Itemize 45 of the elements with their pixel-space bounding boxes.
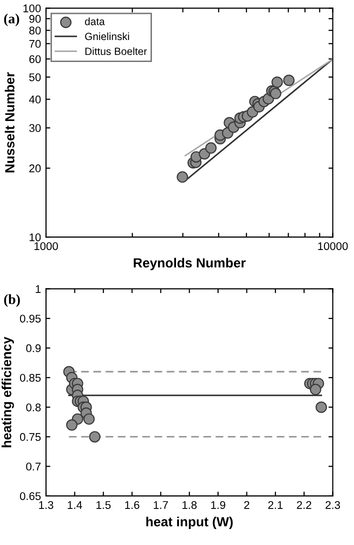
x-tick-label: 2.2 xyxy=(296,501,312,509)
point xyxy=(89,431,100,442)
x-tick-label: 1000 xyxy=(34,242,58,250)
x-tick-label: 2 xyxy=(244,501,250,509)
y-tick-label: 100 xyxy=(23,4,41,12)
y-tick-label: 1 xyxy=(36,285,41,293)
point xyxy=(83,413,95,425)
legend-label: data xyxy=(85,18,105,26)
y-tick-label: 0.95 xyxy=(20,314,41,323)
y-tick-label: 0.85 xyxy=(20,374,41,382)
x-tick-label: 1.3 xyxy=(39,501,54,509)
point xyxy=(66,419,78,431)
x-tick-label: 1.8 xyxy=(182,501,197,509)
x-tick-label: 1.7 xyxy=(154,501,168,509)
x-axis-title: heat input (W) xyxy=(146,516,233,530)
y-tick-label: 50 xyxy=(29,73,41,82)
y-tick-label: 10 xyxy=(30,233,41,242)
x-tick-label: 1.6 xyxy=(125,501,140,509)
y-tick-label: 40 xyxy=(29,96,41,104)
y-tick-label: 80 xyxy=(29,26,41,34)
x-tick-label: 1.4 xyxy=(68,501,82,509)
x-tick-label: 2.3 xyxy=(326,501,340,509)
text: (a) xyxy=(4,14,20,26)
x-tick-label: 1.9 xyxy=(211,501,226,509)
legend-label: Gnielinski xyxy=(85,32,130,40)
point xyxy=(310,384,322,396)
y-tick-label: 90 xyxy=(29,14,41,23)
y-tick-label: 30 xyxy=(29,124,41,132)
y-tick-label: 0.75 xyxy=(20,433,41,441)
legend-label: Dittus Boelter xyxy=(85,47,147,56)
x-tick-label: 10000 xyxy=(318,242,348,250)
x-tick-label: 1.5 xyxy=(96,501,111,509)
y-axis-title: Nusselt Number xyxy=(4,72,14,172)
y-tick-label: 0.65 xyxy=(20,492,41,500)
y-tick-label: 0.7 xyxy=(26,462,41,470)
text: (b) xyxy=(4,294,20,307)
point xyxy=(316,401,327,413)
y-axis-title: heating efficiency xyxy=(2,336,14,448)
x-tick-label: 2.1 xyxy=(268,501,283,509)
y-tick-label: 60 xyxy=(29,55,41,64)
y-tick-label: 0.8 xyxy=(26,403,41,412)
x-axis-title: Reynolds Number xyxy=(134,258,246,270)
y-tick-label: 0.9 xyxy=(26,344,41,352)
y-tick-label: 70 xyxy=(29,40,41,48)
y-tick-label: 20 xyxy=(29,164,41,172)
